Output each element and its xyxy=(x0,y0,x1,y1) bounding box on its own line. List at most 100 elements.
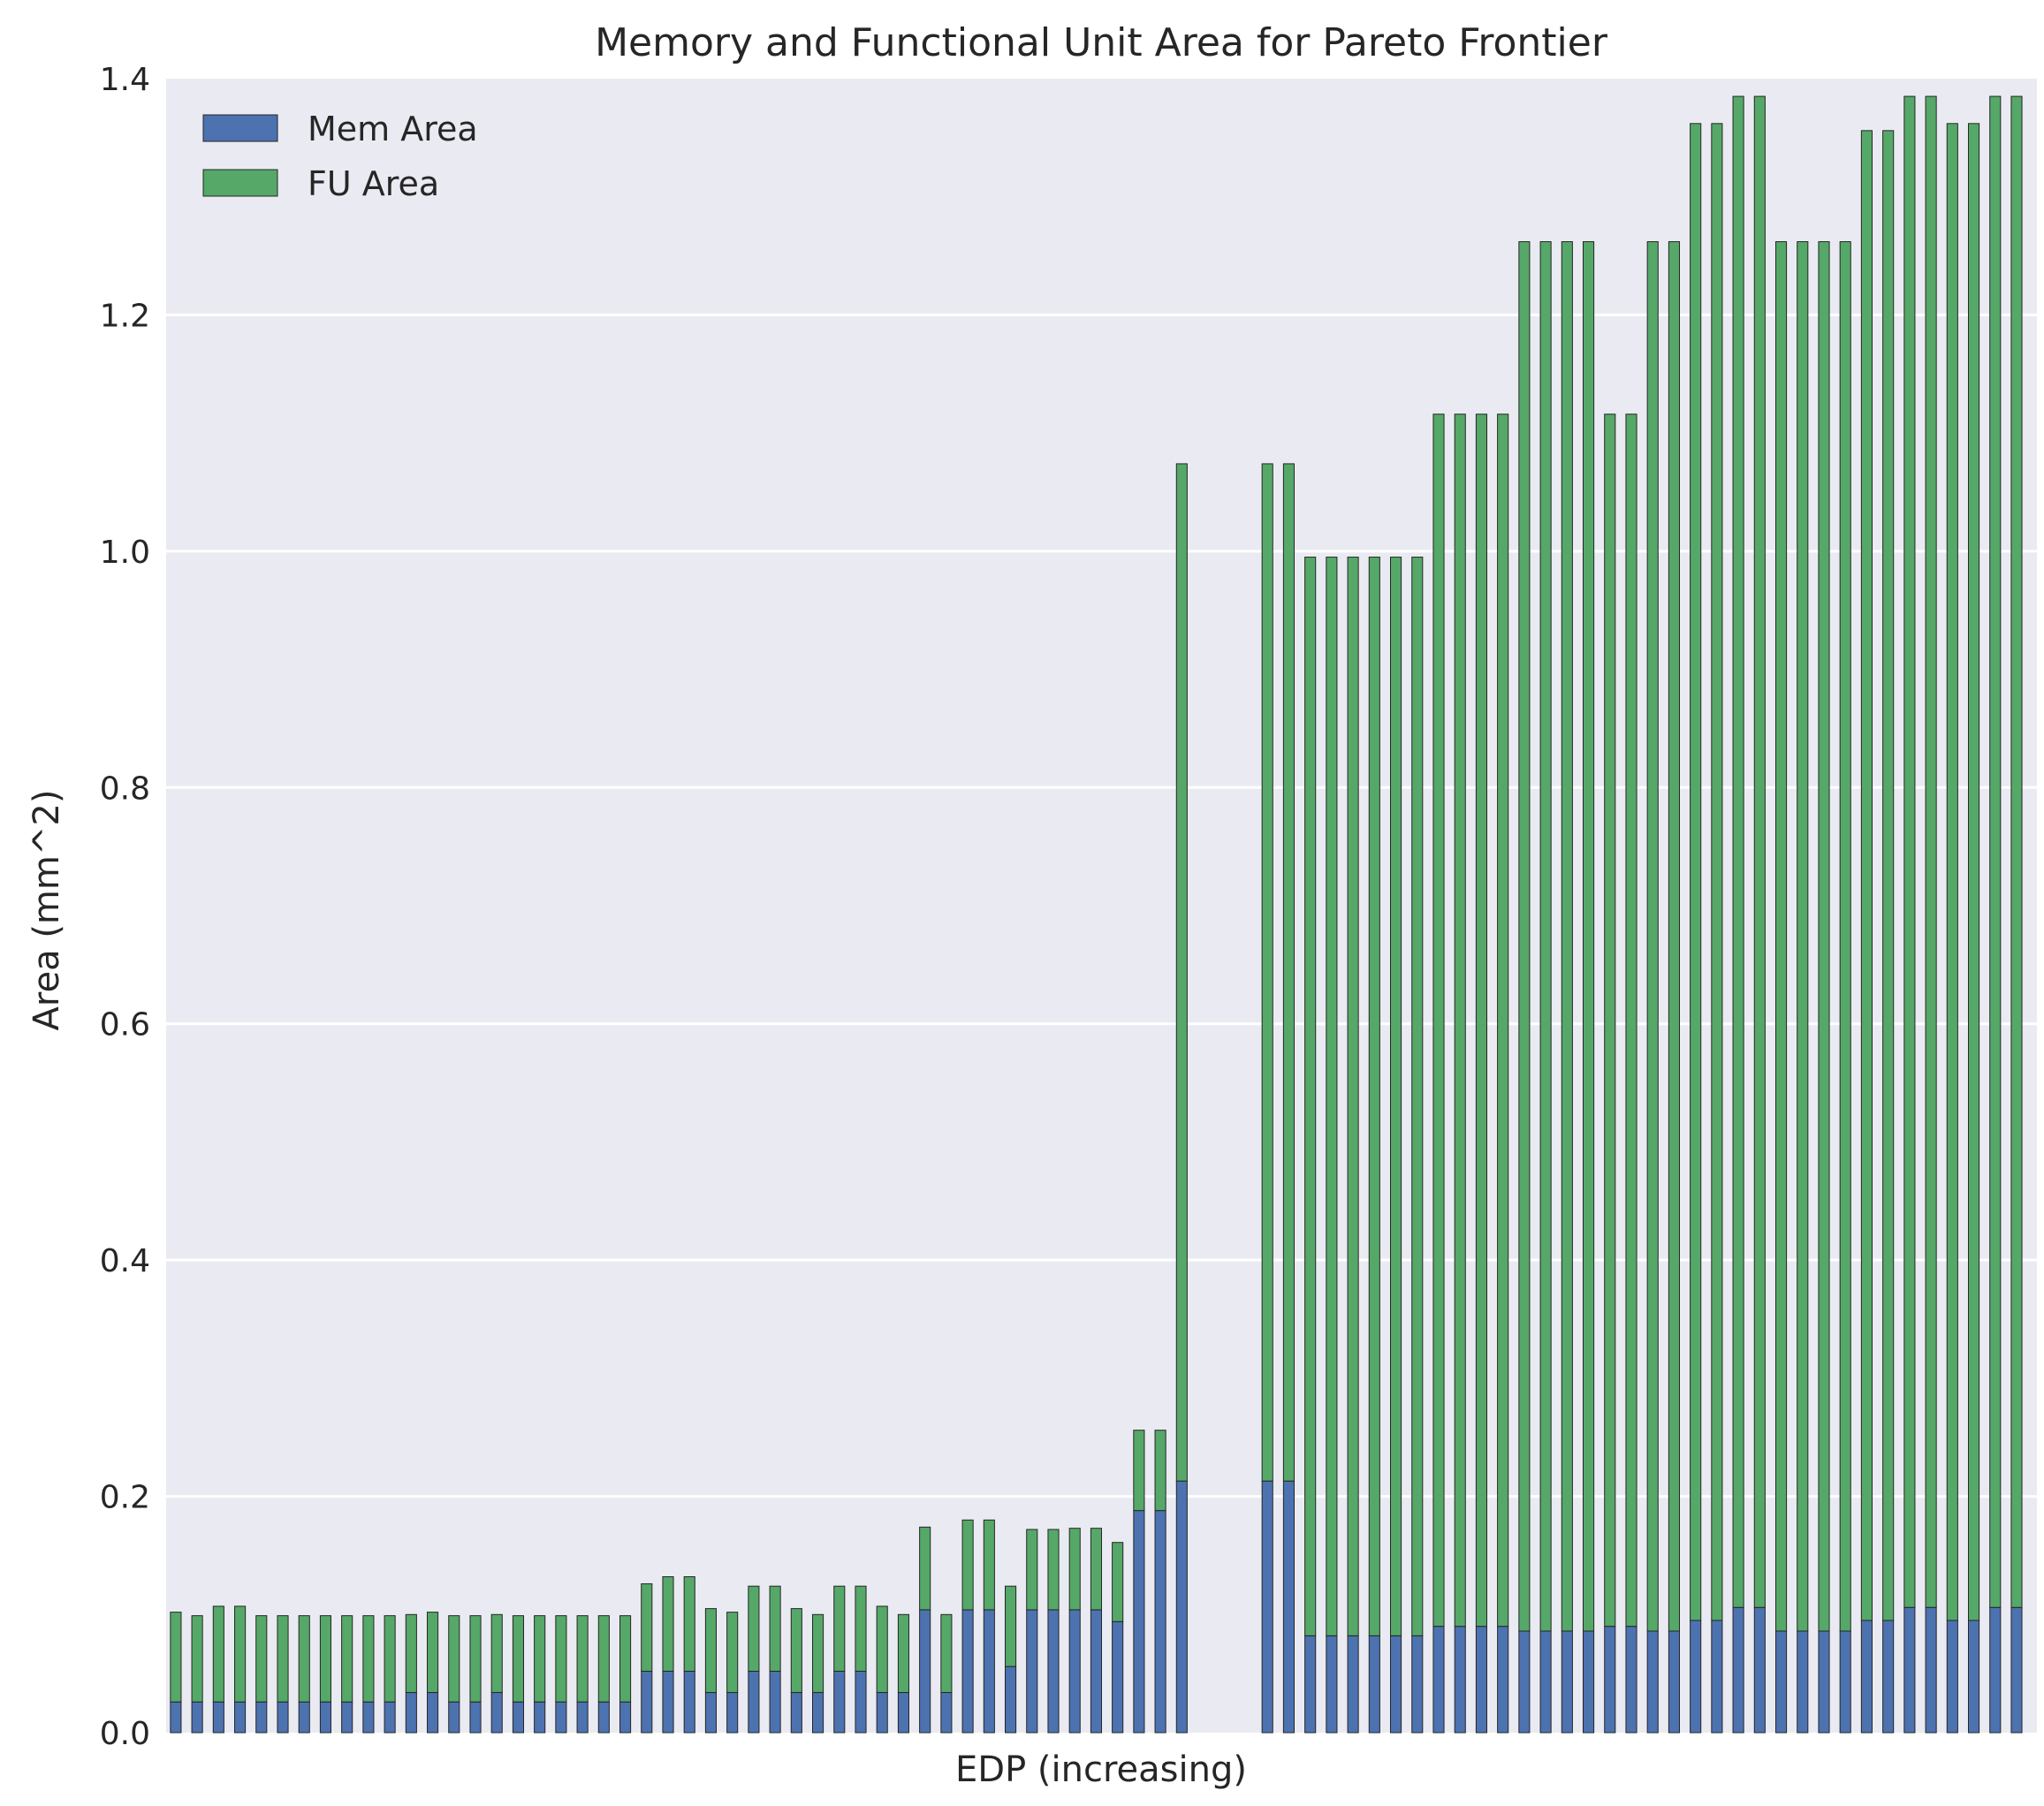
bar-mem-area xyxy=(876,1692,888,1734)
bar-mem-area xyxy=(1068,1609,1081,1734)
bar-fu-area xyxy=(298,1615,310,1703)
bar-fu-area xyxy=(619,1615,632,1703)
bar-mem-area xyxy=(1561,1630,1573,1734)
bar-mem-area xyxy=(704,1692,718,1734)
bar-fu-area xyxy=(1175,463,1188,1482)
bar-mem-area xyxy=(1454,1626,1466,1734)
bar-mem-area xyxy=(1774,1630,1788,1734)
bar-fu-area xyxy=(1732,95,1744,1608)
bar-mem-area xyxy=(1347,1635,1359,1734)
bar-fu-area xyxy=(341,1615,353,1703)
bar-fu-area xyxy=(534,1615,546,1703)
gridlines xyxy=(166,313,2037,1499)
bar-mem-area xyxy=(1646,1630,1659,1734)
bar-mem-area xyxy=(833,1670,846,1734)
bar-fu-area xyxy=(1753,95,1766,1608)
bar-fu-area xyxy=(1347,557,1359,1636)
bar-mem-area xyxy=(1625,1626,1637,1734)
y-tick-label: 1.0 xyxy=(100,535,150,571)
bar-fu-area xyxy=(833,1585,846,1672)
bar-fu-area xyxy=(1668,241,1680,1632)
bar-mem-area xyxy=(1175,1480,1188,1734)
bar-fu-area xyxy=(1389,557,1402,1636)
bar-fu-area xyxy=(1882,130,1895,1621)
bar-mem-area xyxy=(1582,1630,1595,1734)
bar-fu-area xyxy=(1326,557,1338,1636)
bar-fu-area xyxy=(1432,414,1445,1628)
bar-mem-area xyxy=(1690,1620,1702,1734)
bar-fu-area xyxy=(1090,1528,1103,1611)
bar-fu-area xyxy=(662,1575,674,1672)
bar-mem-area xyxy=(384,1701,396,1734)
bar-fu-area xyxy=(1860,130,1873,1621)
bar-mem-area xyxy=(319,1701,332,1734)
legend-label-mem: Mem Area xyxy=(308,110,478,148)
bar-fu-area xyxy=(683,1575,695,1672)
bar-mem-area xyxy=(170,1701,182,1734)
bar-fu-area xyxy=(983,1519,995,1611)
bar-fu-area xyxy=(1711,123,1723,1621)
bar-mem-area xyxy=(619,1701,632,1734)
bar-fu-area xyxy=(940,1613,953,1694)
bar-fu-area xyxy=(191,1615,203,1703)
legend-swatch-fu xyxy=(202,169,278,197)
bar-fu-area xyxy=(1646,241,1659,1632)
bar-fu-area xyxy=(469,1615,482,1703)
bar-fu-area xyxy=(919,1526,931,1611)
bar-mem-area xyxy=(1326,1635,1338,1734)
bar-mem-area xyxy=(919,1609,931,1734)
bar-fu-area xyxy=(1304,557,1317,1636)
bar-mem-area xyxy=(1475,1626,1487,1734)
chart-title: Memory and Functional Unit Area for Pare… xyxy=(595,20,1608,65)
bar-fu-area xyxy=(427,1612,439,1694)
bar-fu-area xyxy=(1154,1430,1166,1512)
plot-background xyxy=(166,79,2037,1733)
x-axis-label: EDP (increasing) xyxy=(955,1749,1247,1790)
bar-mem-area xyxy=(427,1692,439,1734)
bar-fu-area xyxy=(1561,241,1573,1632)
bar-mem-area xyxy=(983,1609,995,1734)
bar-mem-area xyxy=(1903,1606,1916,1734)
bar-fu-area xyxy=(597,1615,610,1703)
bar-fu-area xyxy=(1112,1542,1124,1622)
bar-mem-area xyxy=(940,1692,953,1734)
bar-fu-area xyxy=(2010,95,2023,1608)
bar-fu-area xyxy=(1967,123,1980,1621)
bar-mem-area xyxy=(1497,1626,1509,1734)
bar-fu-area xyxy=(1005,1585,1017,1667)
bar-mem-area xyxy=(769,1670,781,1734)
bar-mem-area xyxy=(298,1701,310,1734)
bar-fu-area xyxy=(769,1585,781,1672)
bar-fu-area xyxy=(1454,414,1466,1628)
bar-mem-area xyxy=(490,1692,503,1734)
bar-mem-area xyxy=(1154,1510,1166,1734)
bar-mem-area xyxy=(1797,1630,1809,1734)
bar-mem-area xyxy=(1668,1630,1680,1734)
bar-mem-area xyxy=(1005,1666,1017,1734)
bar-mem-area xyxy=(1133,1510,1145,1734)
bar-fu-area xyxy=(234,1605,247,1703)
bar-fu-area xyxy=(855,1585,867,1672)
bar-mem-area xyxy=(1368,1635,1380,1734)
bar-fu-area xyxy=(277,1615,289,1703)
bar-mem-area xyxy=(1112,1620,1124,1734)
bar-fu-area xyxy=(1797,241,1809,1632)
bar-mem-area xyxy=(641,1670,653,1734)
bar-fu-area xyxy=(405,1613,417,1694)
bar-fu-area xyxy=(576,1615,589,1703)
bar-fu-area xyxy=(1026,1529,1038,1611)
y-tick-label: 0.4 xyxy=(100,1243,150,1279)
bar-mem-area xyxy=(555,1701,567,1734)
bar-mem-area xyxy=(790,1692,802,1734)
bar-mem-area xyxy=(191,1701,203,1734)
bar-fu-area xyxy=(1261,463,1273,1482)
bar-mem-area xyxy=(1518,1630,1531,1734)
legend-label-fu: FU Area xyxy=(308,164,439,203)
bar-fu-area xyxy=(1582,241,1595,1632)
bar-mem-area xyxy=(362,1701,375,1734)
bar-fu-area xyxy=(319,1615,332,1703)
bar-fu-area xyxy=(1539,241,1552,1632)
bar-fu-area xyxy=(1839,241,1851,1632)
bar-mem-area xyxy=(1818,1630,1830,1734)
